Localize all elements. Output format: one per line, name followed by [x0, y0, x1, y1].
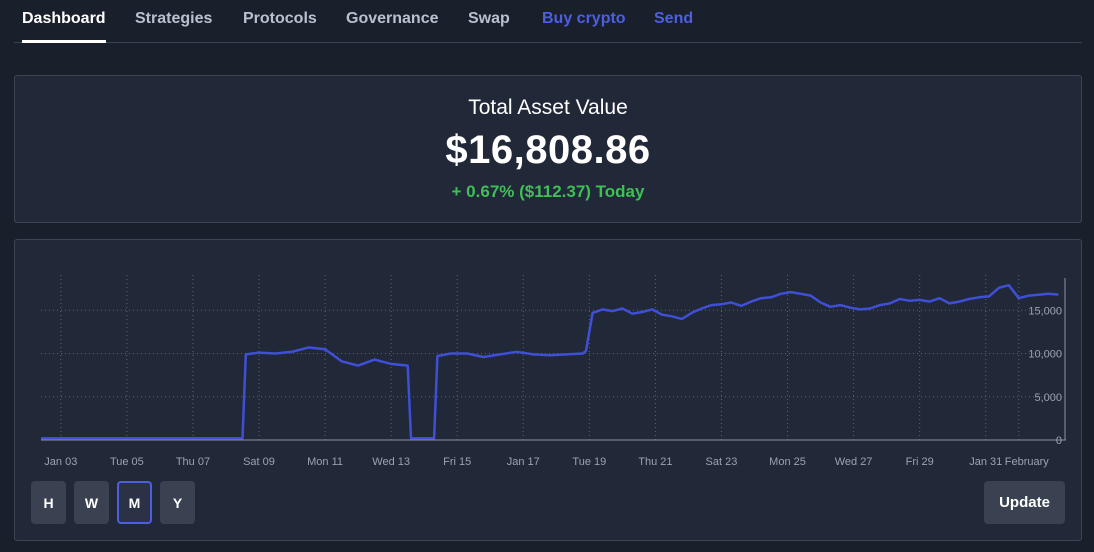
tab-governance[interactable]: Governance [346, 10, 439, 27]
x-tick-label: Jan 03 [44, 456, 77, 468]
range-year-button[interactable]: Y [160, 481, 195, 524]
update-button[interactable]: Update [984, 481, 1065, 524]
x-tick-label: Mon 25 [769, 456, 806, 468]
x-tick-label: Thu 21 [638, 456, 672, 468]
x-tick-label: Thu 07 [176, 456, 210, 468]
y-tick-label: 10,000 [1028, 349, 1062, 361]
daily-change: + 0.67% ($112.37) Today [451, 182, 645, 201]
range-month-button[interactable]: M [117, 481, 152, 524]
x-tick-label: Jan 17 [507, 456, 540, 468]
x-tick-label: Wed 13 [372, 456, 410, 468]
tab-protocols[interactable]: Protocols [243, 10, 317, 27]
y-tick-label: 15,000 [1028, 305, 1062, 317]
y-tick-label: 0 [1056, 435, 1062, 447]
x-tick-label: Sat 09 [243, 456, 275, 468]
x-tick-label: Fri 29 [906, 456, 934, 468]
tab-send[interactable]: Send [654, 10, 694, 27]
y-tick-label: 5,000 [1034, 392, 1062, 404]
x-tick-label: Mon 11 [307, 456, 343, 468]
tab-swap[interactable]: Swap [468, 10, 510, 27]
x-tick-label: Tue 05 [110, 456, 144, 468]
x-tick-label: Tue 19 [572, 456, 606, 468]
x-tick-label: Wed 27 [835, 456, 873, 468]
tab-buy-crypto[interactable]: Buy crypto [542, 10, 626, 27]
range-hour-button[interactable]: H [31, 481, 66, 524]
top-nav: Dashboard Strategies Protocols Governanc… [14, 0, 1082, 43]
asset-value-series [41, 283, 1059, 440]
x-tick-label: Sat 23 [706, 456, 738, 468]
tab-strategies[interactable]: Strategies [135, 10, 213, 27]
tab-dashboard[interactable]: Dashboard [22, 10, 106, 43]
x-tick-label: Fri 15 [443, 456, 471, 468]
total-asset-card: Total Asset Value $16,808.86 + 0.67% ($1… [14, 75, 1082, 223]
total-asset-value: $16,808.86 [445, 128, 651, 172]
x-tick-label: Jan 31 [969, 456, 1002, 468]
x-tick-label: February [1005, 456, 1050, 468]
range-week-button[interactable]: W [74, 481, 109, 524]
total-asset-title: Total Asset Value [468, 96, 628, 119]
